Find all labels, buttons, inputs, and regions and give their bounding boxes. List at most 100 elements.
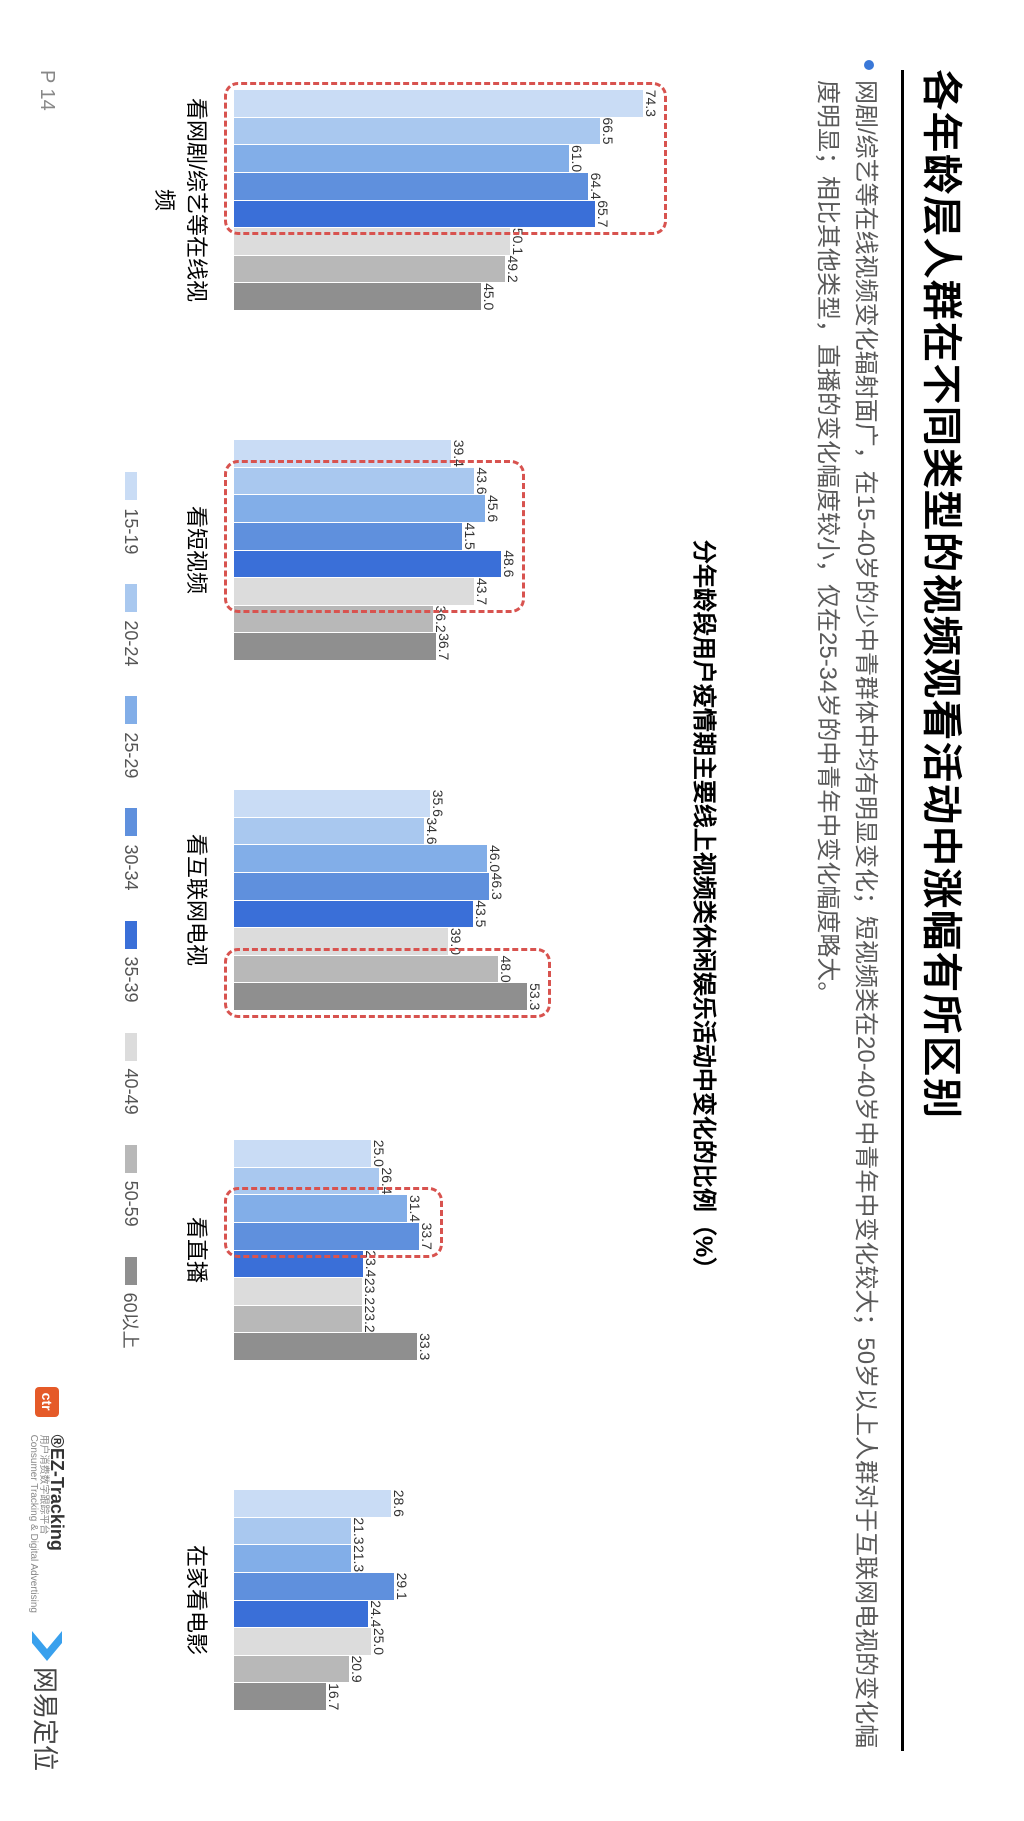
bar-value-label: 25.0 — [372, 1140, 388, 1167]
bar: 39.4 — [234, 440, 451, 467]
bar-value-label: 35.6 — [430, 790, 446, 817]
legend-item: 15-19 — [118, 472, 144, 554]
netease-text: 网易定位 — [29, 1667, 66, 1771]
chart-group: 35.634.646.046.343.539.048.053.3看互联网电视 — [234, 790, 674, 1010]
bar-value-label: 23.4 — [363, 1250, 379, 1277]
bar-value-label: 29.1 — [394, 1573, 410, 1600]
bar-value-label: 64.4 — [588, 173, 604, 200]
bar-value-label: 43.6 — [474, 467, 490, 494]
bar: 16.7 — [234, 1683, 326, 1710]
bar: 48.0 — [234, 956, 498, 983]
legend-label: 50-59 — [121, 1181, 142, 1227]
bar-value-label: 21.3 — [351, 1517, 367, 1544]
bar: 48.6 — [234, 551, 501, 578]
bar: 66.5 — [234, 118, 600, 145]
bar-value-label: 43.5 — [473, 900, 489, 927]
bar-value-label: 36.2 — [433, 605, 449, 632]
bar: 74.3 — [234, 90, 643, 117]
legend-swatch — [125, 1145, 137, 1173]
bar: 34.6 — [234, 818, 424, 845]
bar: 24.4 — [234, 1601, 368, 1628]
arrow-icon — [32, 1631, 62, 1661]
bar-value-label: 45.0 — [482, 283, 498, 310]
bar-value-label: 39.0 — [449, 928, 465, 955]
bar: 25.0 — [234, 1628, 372, 1655]
bar: 33.3 — [234, 1333, 417, 1360]
legend-item: 50-59 — [118, 1145, 144, 1227]
ctr-logo: ctr — [35, 1387, 59, 1417]
legend-item: 20-24 — [118, 584, 144, 666]
legend-label: 20-24 — [121, 620, 142, 666]
bar-value-label: 45.6 — [485, 495, 501, 522]
bar: 23.2 — [234, 1278, 362, 1305]
bar: 33.7 — [234, 1223, 419, 1250]
legend-label: 40-49 — [121, 1069, 142, 1115]
legend-swatch — [125, 808, 137, 836]
bar: 65.7 — [234, 201, 595, 228]
bar: 36.2 — [234, 606, 433, 633]
bar-value-label: 53.3 — [527, 983, 543, 1010]
bar-value-label: 26.4 — [379, 1167, 395, 1194]
bar: 46.0 — [234, 845, 487, 872]
bar-value-label: 21.3 — [351, 1545, 367, 1572]
chart-group: 28.621.321.329.124.425.020.916.7在家看电影 — [234, 1490, 674, 1710]
bar: 31.4 — [234, 1195, 407, 1222]
legend-swatch — [125, 472, 137, 500]
legend-label: 60以上 — [118, 1293, 144, 1349]
bar: 43.6 — [234, 468, 474, 495]
bar-value-label: 49.2 — [505, 255, 521, 282]
footer-logos: ctr ®EZ-Tracking 用户消费数字跟踪平台 Consumer Tra… — [28, 1387, 66, 1771]
legend-item: 60以上 — [118, 1257, 144, 1349]
bar-value-label: 39.4 — [451, 440, 467, 467]
bar-value-label: 25.0 — [372, 1628, 388, 1655]
legend-label: 35-39 — [121, 957, 142, 1003]
legend-swatch — [125, 584, 137, 612]
bar-value-label: 16.7 — [326, 1683, 342, 1710]
legend-swatch — [125, 921, 137, 949]
bar: 45.6 — [234, 495, 485, 522]
page-title: 各年龄层人群在不同类型的视频观看活动中涨幅有所区别 — [901, 70, 974, 1751]
bar-value-label: 46.0 — [487, 845, 503, 872]
legend-swatch — [125, 1033, 137, 1061]
ez-sub1: 用户消费数字跟踪平台 — [38, 1435, 48, 1613]
legend-item: 40-49 — [118, 1033, 144, 1115]
bar-value-label: 48.6 — [501, 550, 517, 577]
category-label: 看直播 — [182, 1140, 214, 1360]
legend-label: 30-34 — [121, 844, 142, 890]
bar: 35.6 — [234, 790, 430, 817]
category-label: 看互联网电视 — [182, 790, 214, 1010]
bar: 25.0 — [234, 1140, 372, 1167]
bar-value-label: 50.1 — [510, 228, 526, 255]
bullet-content: 网剧/综艺等在线视频变化辐射面广，在15-40岁的少中青群体中均有明显变化；短视… — [814, 80, 879, 1748]
legend-item: 35-39 — [118, 921, 144, 1003]
bar: 45.0 — [234, 283, 482, 310]
grouped-bar-chart: 74.366.561.064.465.750.149.245.0看网剧/综艺等在… — [174, 90, 674, 1730]
bar: 21.3 — [234, 1545, 351, 1572]
bar-value-label: 20.9 — [349, 1655, 365, 1682]
bar: 23.2 — [234, 1306, 362, 1333]
bar-value-label: 66.5 — [600, 117, 616, 144]
netease-logo: 网易定位 — [29, 1631, 66, 1771]
bar: 64.4 — [234, 173, 588, 200]
bar-value-label: 65.7 — [595, 200, 611, 227]
category-label: 在家看电影 — [182, 1490, 214, 1710]
legend-swatch — [125, 696, 137, 724]
bar: 43.5 — [234, 901, 473, 928]
legend-swatch — [125, 1257, 137, 1285]
bar: 50.1 — [234, 228, 510, 255]
bar: 61.0 — [234, 145, 570, 172]
legend: 15-19 20-24 25-29 30-34 35-39 40-49 50-59 60以上 — [118, 0, 144, 1821]
bar: 53.3 — [234, 983, 527, 1010]
bar: 26.4 — [234, 1168, 379, 1195]
legend-label: 15-19 — [121, 508, 142, 554]
bar-value-label: 24.4 — [368, 1600, 384, 1627]
chart-title: 分年龄段用户疫情期主要线上视频类休闲娱乐活动中变化的比例（%） — [689, 0, 724, 1821]
slide: 各年龄层人群在不同类型的视频观看活动中涨幅有所区别 网剧/综艺等在线视频变化辐射… — [0, 0, 1024, 1821]
legend-item: 30-34 — [118, 808, 144, 890]
bar: 23.4 — [234, 1251, 363, 1278]
bar-value-label: 33.7 — [419, 1223, 435, 1250]
ez-brand: ®EZ-Tracking — [48, 1435, 66, 1613]
bar: 29.1 — [234, 1573, 394, 1600]
legend-item: 25-29 — [118, 696, 144, 778]
bullet-dot — [864, 60, 874, 70]
